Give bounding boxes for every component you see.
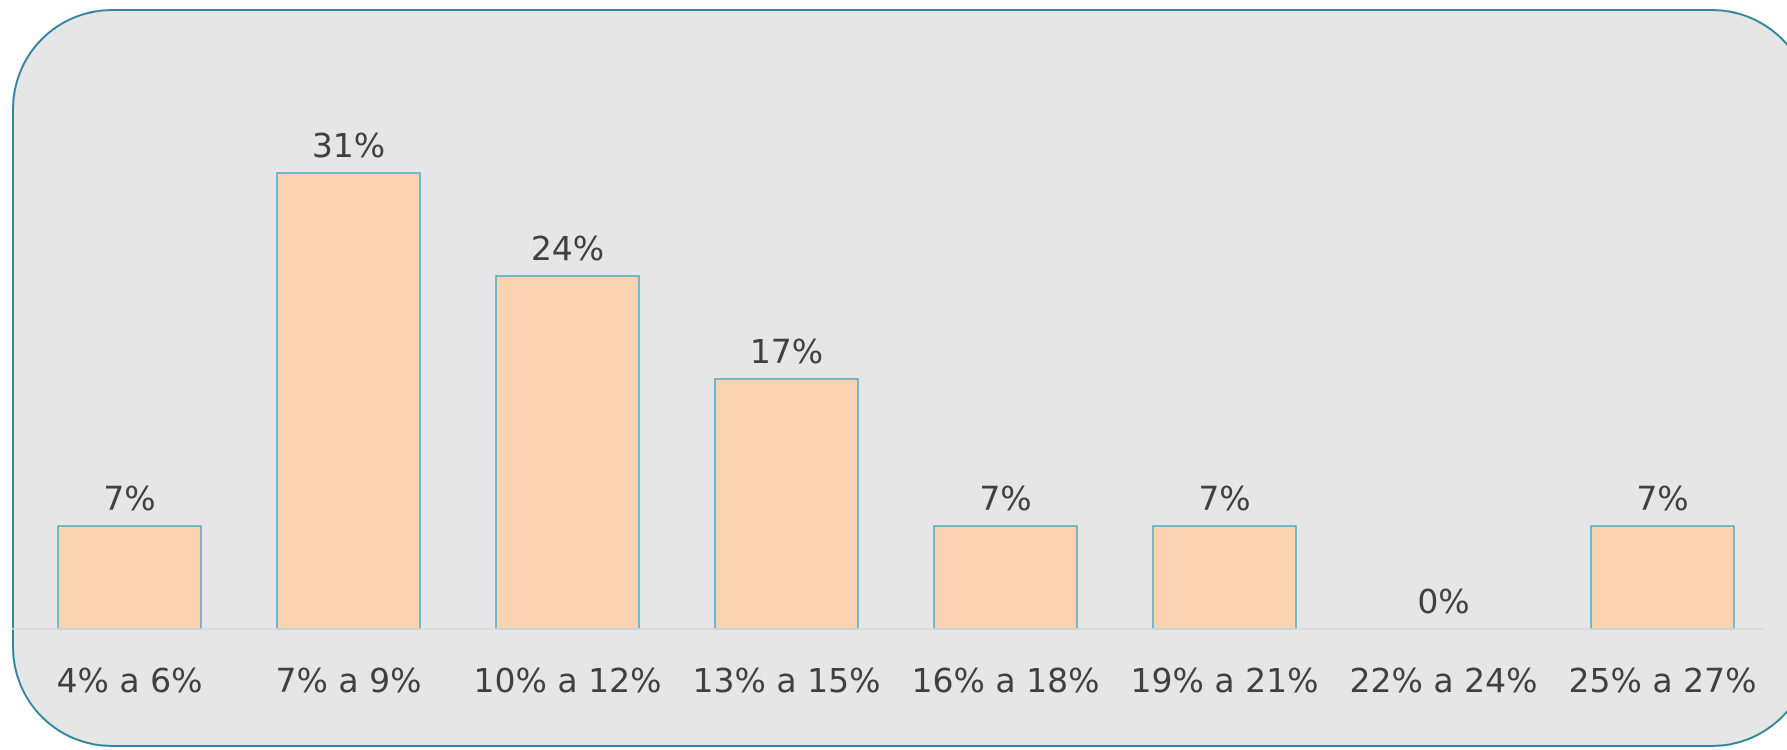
- x-tick-label-6: 19% a 21%: [1131, 661, 1319, 700]
- data-label-7: 0%: [1417, 582, 1469, 621]
- x-tick-label-1: 4% a 6%: [57, 661, 203, 700]
- x-tick-label-5: 16% a 18%: [912, 661, 1100, 700]
- bar-1: [57, 525, 202, 630]
- x-tick-label-4: 13% a 15%: [693, 661, 881, 700]
- data-label-4: 17%: [750, 332, 823, 371]
- data-label-5: 7%: [979, 479, 1031, 518]
- data-label-2: 31%: [312, 126, 385, 165]
- bars-group: [57, 172, 1735, 630]
- bar-8: [1590, 525, 1735, 630]
- data-label-1: 7%: [103, 479, 155, 518]
- data-label-6: 7%: [1198, 479, 1250, 518]
- value-labels-group: 7% 31% 24% 17% 7% 7% 0% 7%: [103, 126, 1688, 621]
- x-tick-label-8: 25% a 27%: [1569, 661, 1757, 700]
- bar-2: [276, 172, 421, 630]
- data-label-8: 7%: [1636, 479, 1688, 518]
- bar-5: [933, 525, 1078, 630]
- x-tick-label-7: 22% a 24%: [1350, 661, 1538, 700]
- bar-3: [495, 275, 640, 630]
- data-label-3: 24%: [531, 229, 604, 268]
- bar-6: [1152, 525, 1297, 630]
- x-tick-label-2: 7% a 9%: [276, 661, 422, 700]
- bar-4: [714, 378, 859, 630]
- x-tick-label-3: 10% a 12%: [474, 661, 662, 700]
- tick-labels-group: 4% a 6% 7% a 9% 10% a 12% 13% a 15% 16% a 18…: [57, 661, 1757, 700]
